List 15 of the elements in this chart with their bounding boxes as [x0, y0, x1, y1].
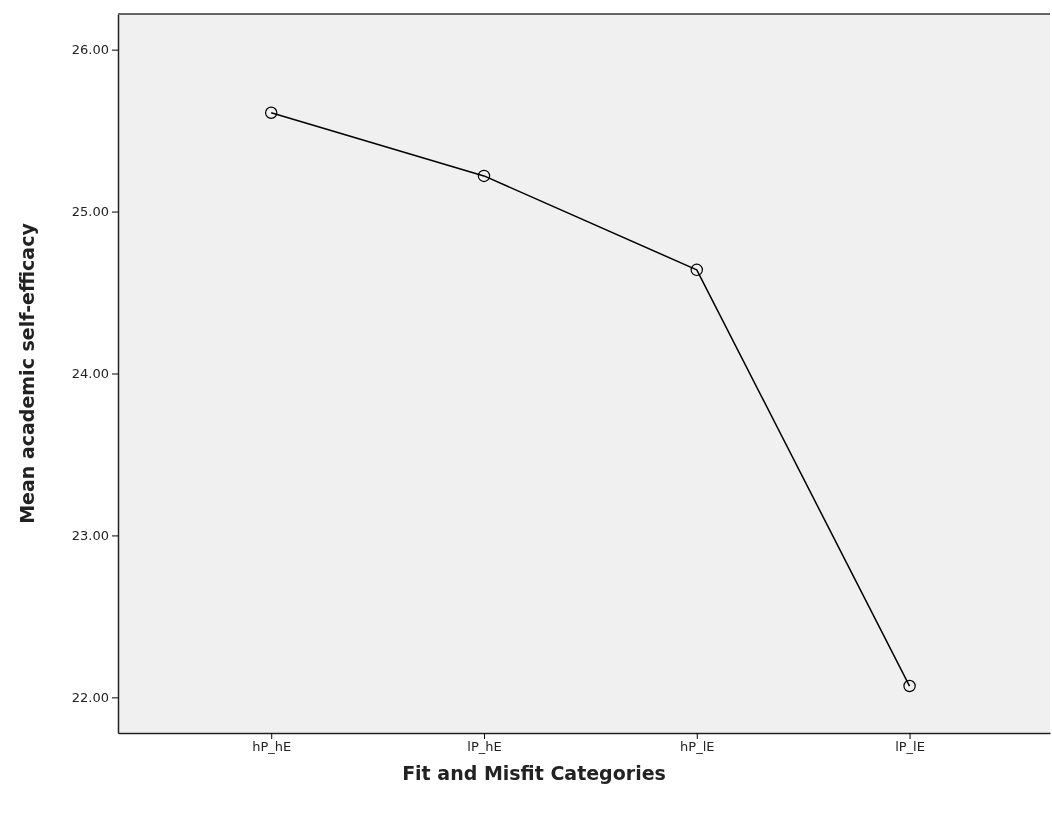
x-tick-label: hP_lE [680, 739, 715, 755]
point [903, 679, 916, 693]
y-axis-title: Mean academic self-efficacy [16, 222, 38, 524]
point [477, 169, 491, 183]
x-tick-label: lP_hE [467, 739, 502, 755]
x-axis-title: Fit and Misfit Categories [402, 762, 666, 784]
x-tick-label: hP_hE [252, 739, 292, 755]
y-tick-label: 25.00 [71, 204, 109, 220]
y-tick-label: 22.00 [71, 690, 109, 706]
y-tick-label: 23.00 [71, 528, 109, 544]
y-tick-label: 24.00 [71, 366, 109, 382]
y-tick-label: 26.00 [71, 42, 109, 58]
x-tick-label: lP_lE [895, 739, 925, 755]
point [690, 263, 704, 277]
point [264, 106, 278, 120]
